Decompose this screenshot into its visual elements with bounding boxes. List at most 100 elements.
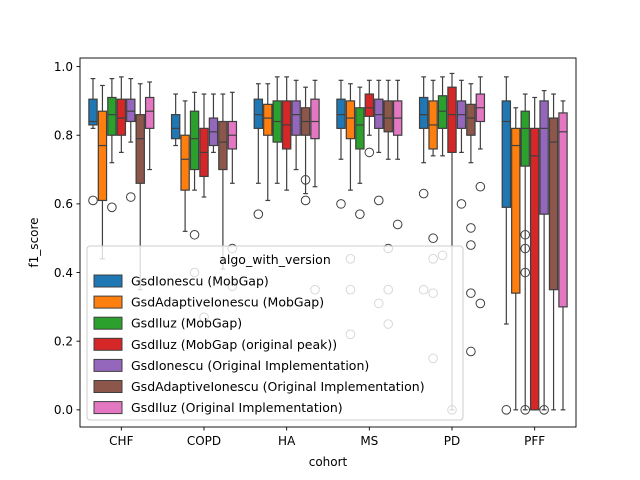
legend: algo_with_version GsdIonescu (MobGap) Gsd…	[86, 245, 464, 421]
legend-swatch-gsdiluz-original-implementation	[93, 401, 123, 415]
box-chf-gsdionescu-original-implementation	[125, 77, 136, 202]
box-pff-gsdadaptiveionescu-original-implementation	[548, 93, 559, 411]
y-axis: 0.0 0.2 0.4 0.6 0.8 1.0	[54, 60, 80, 417]
outlier-point	[456, 199, 467, 209]
x-axis-label: cohort	[309, 455, 348, 469]
box-ha-gsdionescu-mobgap	[253, 83, 264, 219]
outlier-point	[355, 209, 365, 219]
outlier-point	[466, 223, 476, 233]
box-ha-gsdadaptiveionescu-mobgap	[263, 83, 273, 202]
legend-title: algo_with_version	[219, 252, 331, 267]
box-iqr	[529, 127, 540, 411]
outlier-point	[520, 405, 531, 415]
outlier-point	[392, 219, 403, 230]
box-copd-gsdiluz-mobgap	[189, 91, 200, 278]
outlier-point	[475, 298, 486, 309]
outlier-point	[466, 288, 476, 298]
box-iqr	[218, 120, 228, 171]
box-ha-gsdionescu-original-implementation	[291, 79, 301, 171]
box-iqr	[170, 114, 181, 140]
legend-label-gsdionescu-mobgap: GsdIonescu (MobGap)	[131, 274, 269, 289]
box-ha-gsdadaptiveionescu-original-implementation	[300, 86, 311, 206]
box-iqr	[511, 127, 521, 294]
box-iqr	[144, 96, 155, 129]
x-tick-label-chf: CHF	[109, 434, 133, 448]
series-gsdadaptiveionescu-mobgap	[97, 79, 521, 411]
axes-frame	[79, 57, 577, 428]
box-iqr	[116, 98, 127, 136]
box-iqr	[548, 117, 559, 291]
legend-label-gsdadaptiveionescu-original-implementation: GsdAdaptiveIonescu (Original Implementat…	[131, 379, 425, 394]
legend-swatch-gsdionescu-mobgap	[93, 274, 123, 288]
box-iqr	[345, 100, 356, 140]
box-chf-gsdionescu-mobgap	[88, 77, 98, 206]
box-ha-gsdiluz-original-implementation	[310, 79, 320, 295]
box-ms-gsdiluz-mobgap	[355, 86, 365, 219]
box-pd-gsdadaptiveionescu-original-implementation	[466, 83, 476, 357]
box-copd-gsdionescu-original-implementation	[208, 93, 219, 153]
box-iqr	[558, 112, 568, 308]
legend-label-gsdiluz-original-implementation: GsdIluz (Original Implementation)	[131, 400, 343, 415]
box-chf-gsdiluz-mobgap	[107, 77, 117, 213]
box-iqr	[107, 96, 117, 136]
box-iqr	[447, 86, 457, 153]
series-gsdiluz-mobgap	[107, 76, 531, 415]
series-gsdionescu-original-implementation	[125, 77, 549, 415]
x-tick-label-ms: MS	[360, 434, 378, 448]
box-iqr	[263, 103, 273, 136]
legend-swatch-gsdionescu-original-implementation	[93, 358, 123, 372]
box-pd-gsdiluz-original-implementation	[475, 76, 486, 309]
outlier-point	[520, 229, 531, 240]
legend-swatch-gsdadaptiveionescu-original-implementation	[93, 380, 123, 393]
series-gsdionescu-mobgap	[88, 76, 512, 415]
x-tick-label-pd: PD	[444, 434, 460, 448]
box-ha-gsdiluz-mobgap	[272, 76, 282, 184]
box-iqr	[364, 93, 375, 117]
box-iqr	[437, 95, 448, 129]
box-pff-gsdionescu-mobgap	[501, 76, 512, 415]
box-ms-gsdiluz-mobgap-original-peak	[364, 79, 375, 158]
box-pd-gsdionescu-mobgap	[418, 76, 429, 295]
box-ms-gsdiluz-original-implementation	[392, 79, 403, 230]
legend-label-gsdionescu-original-implementation: GsdIonescu (Original Implementation)	[131, 358, 369, 373]
plot-area	[88, 72, 568, 415]
x-tick-label-copd: COPD	[187, 434, 221, 448]
outlier-point	[300, 175, 311, 185]
box-pd-gsdionescu-original-implementation	[456, 79, 467, 209]
y-tick-label: 1.0	[54, 60, 73, 74]
box-iqr	[180, 134, 190, 191]
legend-label-gsdiluz-mobgap: GsdIluz (MobGap)	[131, 316, 242, 331]
outlier-point	[418, 188, 429, 199]
box-copd-gsdiluz-mobgap-original-peak	[199, 93, 209, 322]
outlier-point	[107, 202, 117, 213]
box-pff-gsdiluz-mobgap-original-peak	[529, 96, 540, 411]
outlier-point	[125, 192, 136, 202]
box-iqr	[466, 103, 476, 136]
x-axis: CHF COPD HA MS PD PFF	[109, 427, 545, 448]
box-pff-gsdadaptiveionescu-mobgap	[511, 107, 521, 411]
box-iqr	[88, 98, 98, 126]
outlier-point	[475, 181, 486, 192]
box-iqr	[539, 100, 549, 215]
outlier-point	[88, 195, 98, 206]
outlier-point	[466, 240, 476, 250]
box-copd-gsdadaptiveionescu-mobgap	[180, 100, 190, 232]
y-axis-label: f1_score	[27, 217, 41, 267]
box-iqr	[310, 98, 320, 140]
outlier-point	[466, 346, 476, 357]
x-tick-label-pff: PFF	[524, 434, 545, 448]
box-iqr	[126, 98, 136, 123]
box-pff-gsdiluz-mobgap	[520, 93, 531, 415]
box-iqr	[253, 98, 264, 129]
box-iqr	[501, 100, 512, 208]
outlier-point	[300, 195, 311, 206]
box-iqr	[418, 96, 429, 129]
box-chf-gsdiluz-original-implementation	[144, 81, 155, 171]
box-iqr	[291, 100, 301, 136]
outlier-point	[520, 267, 531, 278]
box-ms-gsdionescu-mobgap	[336, 79, 346, 209]
box-iqr	[189, 110, 200, 171]
legend-swatch-gsdiluz-mobgap-original-peak	[93, 337, 123, 351]
outlier-point	[428, 233, 438, 244]
